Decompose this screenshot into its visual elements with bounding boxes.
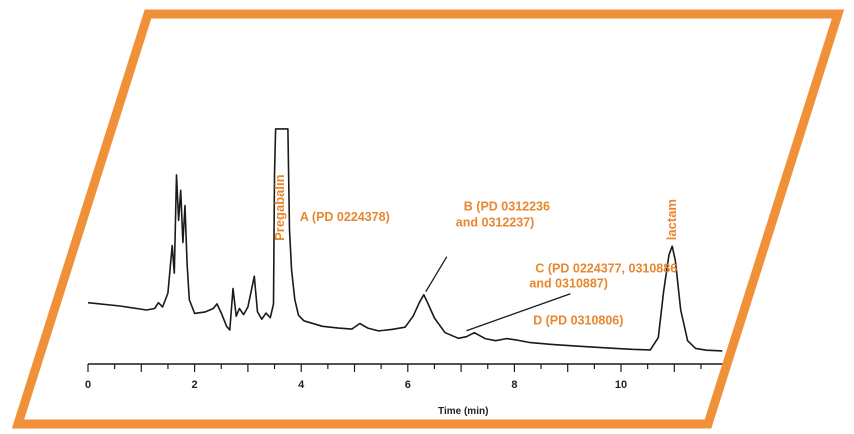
leader-line-b: [425, 256, 448, 293]
x-tick-label: 4: [298, 379, 305, 391]
x-axis-title: Time (min): [438, 406, 488, 417]
peak-label-lactam: lactam: [664, 199, 679, 240]
x-tick-label: 8: [511, 379, 517, 391]
peak-label-c-line2: and 0310887): [529, 277, 608, 291]
peak-label-b-line1: B (PD 0312236: [464, 200, 550, 214]
x-axis-ticks: 0 2 4 6 8 10: [85, 364, 702, 391]
x-axis: Time (min): [88, 363, 723, 417]
leader-line-c: [466, 293, 571, 332]
x-tick-label: 0: [85, 379, 91, 391]
chromatogram-trace: [87, 128, 723, 352]
peak-label-b-line2: and 0312237): [456, 216, 535, 230]
x-tick-label: 6: [405, 379, 411, 391]
peak-label-c-line1: C (PD 0224377, 0310886: [535, 262, 677, 276]
chromatogram-line: [87, 128, 723, 352]
x-tick-label: 10: [615, 379, 627, 391]
peak-annotations: Pregabalin A (PD 0224378) B (PD 0312236 …: [272, 174, 679, 332]
peak-label-a: A (PD 0224378): [300, 210, 390, 224]
peak-label-d: D (PD 0310806): [533, 314, 623, 328]
peak-label-pregabalin: Pregabalin: [272, 174, 287, 241]
parallelogram-frame: [11, 9, 845, 429]
x-tick-label: 2: [192, 379, 198, 391]
